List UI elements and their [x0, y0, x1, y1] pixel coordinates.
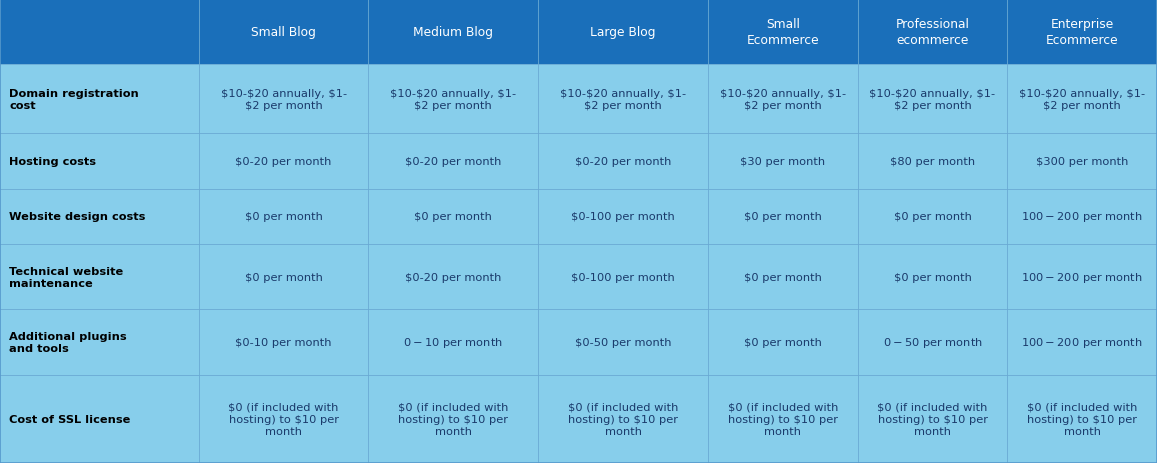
Bar: [857, 134, 1008, 189]
Bar: [538, 65, 708, 134]
Text: Small Blog: Small Blog: [251, 26, 316, 39]
Text: $300 per month: $300 per month: [1036, 156, 1128, 167]
Text: $10-$20 annually, $1-
$2 per month: $10-$20 annually, $1- $2 per month: [390, 88, 516, 111]
Bar: [857, 310, 1008, 375]
Text: Website design costs: Website design costs: [9, 212, 146, 222]
Text: $0-20 per month: $0-20 per month: [405, 272, 501, 282]
Text: Small
Ecommerce: Small Ecommerce: [746, 19, 819, 47]
Text: $0 (if included with
hosting) to $10 per
month: $0 (if included with hosting) to $10 per…: [398, 402, 509, 436]
Text: $10-$20 annually, $1-
$2 per month: $10-$20 annually, $1- $2 per month: [560, 88, 686, 111]
Text: $30 per month: $30 per month: [740, 156, 825, 167]
Text: Professional
ecommerce: Professional ecommerce: [896, 19, 970, 47]
Bar: [538, 375, 708, 463]
Text: $0 (if included with
hosting) to $10 per
month: $0 (if included with hosting) to $10 per…: [728, 402, 838, 436]
Bar: [368, 244, 538, 310]
Bar: [199, 189, 368, 244]
Text: $0 - $50 per month: $0 - $50 per month: [883, 335, 982, 349]
Bar: [538, 244, 708, 310]
Text: $0-50 per month: $0-50 per month: [575, 337, 671, 347]
Text: $100 - $200 per month: $100 - $200 per month: [1022, 270, 1143, 284]
Bar: [708, 134, 857, 189]
Text: Medium Blog: Medium Blog: [413, 26, 493, 39]
Bar: [857, 375, 1008, 463]
Text: $0-100 per month: $0-100 per month: [572, 272, 675, 282]
Text: $0 per month: $0 per month: [744, 272, 821, 282]
Text: $0 per month: $0 per month: [893, 212, 972, 222]
Text: $100 - $200 per month: $100 - $200 per month: [1022, 210, 1143, 224]
Text: $10-$20 annually, $1-
$2 per month: $10-$20 annually, $1- $2 per month: [1019, 88, 1145, 111]
Text: $0-$10 per month: $0-$10 per month: [404, 335, 503, 349]
Bar: [0, 65, 199, 134]
Text: $80 per month: $80 per month: [890, 156, 975, 167]
Text: $10-$20 annually, $1-
$2 per month: $10-$20 annually, $1- $2 per month: [221, 88, 347, 111]
Text: $0-10 per month: $0-10 per month: [235, 337, 332, 347]
Text: Cost of SSL license: Cost of SSL license: [9, 414, 131, 424]
Bar: [708, 310, 857, 375]
Bar: [368, 0, 538, 65]
Bar: [0, 189, 199, 244]
Text: $0 (if included with
hosting) to $10 per
month: $0 (if included with hosting) to $10 per…: [1027, 402, 1137, 436]
Text: $0 per month: $0 per month: [744, 212, 821, 222]
Text: $0-20 per month: $0-20 per month: [575, 156, 671, 167]
Bar: [1008, 0, 1157, 65]
Bar: [1008, 375, 1157, 463]
Text: Domain registration
cost: Domain registration cost: [9, 88, 139, 111]
Bar: [0, 244, 199, 310]
Bar: [368, 189, 538, 244]
Bar: [538, 310, 708, 375]
Bar: [199, 65, 368, 134]
Bar: [538, 134, 708, 189]
Text: $0 per month: $0 per month: [893, 272, 972, 282]
Bar: [199, 0, 368, 65]
Bar: [199, 375, 368, 463]
Bar: [1008, 189, 1157, 244]
Text: $100 - $200 per month: $100 - $200 per month: [1022, 335, 1143, 349]
Bar: [708, 0, 857, 65]
Bar: [0, 0, 199, 65]
Text: Enterprise
Ecommerce: Enterprise Ecommerce: [1046, 19, 1119, 47]
Bar: [368, 134, 538, 189]
Text: $0 (if included with
hosting) to $10 per
month: $0 (if included with hosting) to $10 per…: [228, 402, 339, 436]
Text: $0 (if included with
hosting) to $10 per
month: $0 (if included with hosting) to $10 per…: [568, 402, 678, 436]
Bar: [199, 244, 368, 310]
Bar: [538, 189, 708, 244]
Text: $0-20 per month: $0-20 per month: [235, 156, 332, 167]
Text: $10-$20 annually, $1-
$2 per month: $10-$20 annually, $1- $2 per month: [720, 88, 846, 111]
Bar: [857, 65, 1008, 134]
Bar: [708, 244, 857, 310]
Bar: [0, 375, 199, 463]
Bar: [1008, 310, 1157, 375]
Bar: [0, 134, 199, 189]
Bar: [857, 189, 1008, 244]
Bar: [1008, 134, 1157, 189]
Bar: [368, 375, 538, 463]
Bar: [368, 310, 538, 375]
Text: Additional plugins
and tools: Additional plugins and tools: [9, 331, 127, 353]
Bar: [199, 134, 368, 189]
Bar: [708, 65, 857, 134]
Text: $0 (if included with
hosting) to $10 per
month: $0 (if included with hosting) to $10 per…: [877, 402, 988, 436]
Text: Large Blog: Large Blog: [590, 26, 656, 39]
Text: $0 per month: $0 per month: [244, 272, 323, 282]
Bar: [1008, 244, 1157, 310]
Bar: [199, 310, 368, 375]
Text: $10-$20 annually, $1-
$2 per month: $10-$20 annually, $1- $2 per month: [869, 88, 995, 111]
Text: $0 per month: $0 per month: [244, 212, 323, 222]
Text: $0-20 per month: $0-20 per month: [405, 156, 501, 167]
Bar: [0, 310, 199, 375]
Text: Technical website
maintenance: Technical website maintenance: [9, 266, 124, 288]
Text: Hosting costs: Hosting costs: [9, 156, 96, 167]
Bar: [708, 189, 857, 244]
Bar: [1008, 65, 1157, 134]
Text: $0 per month: $0 per month: [414, 212, 493, 222]
Text: $0-100 per month: $0-100 per month: [572, 212, 675, 222]
Text: $0 per month: $0 per month: [744, 337, 821, 347]
Bar: [538, 0, 708, 65]
Bar: [708, 375, 857, 463]
Bar: [368, 65, 538, 134]
Bar: [857, 244, 1008, 310]
Bar: [857, 0, 1008, 65]
